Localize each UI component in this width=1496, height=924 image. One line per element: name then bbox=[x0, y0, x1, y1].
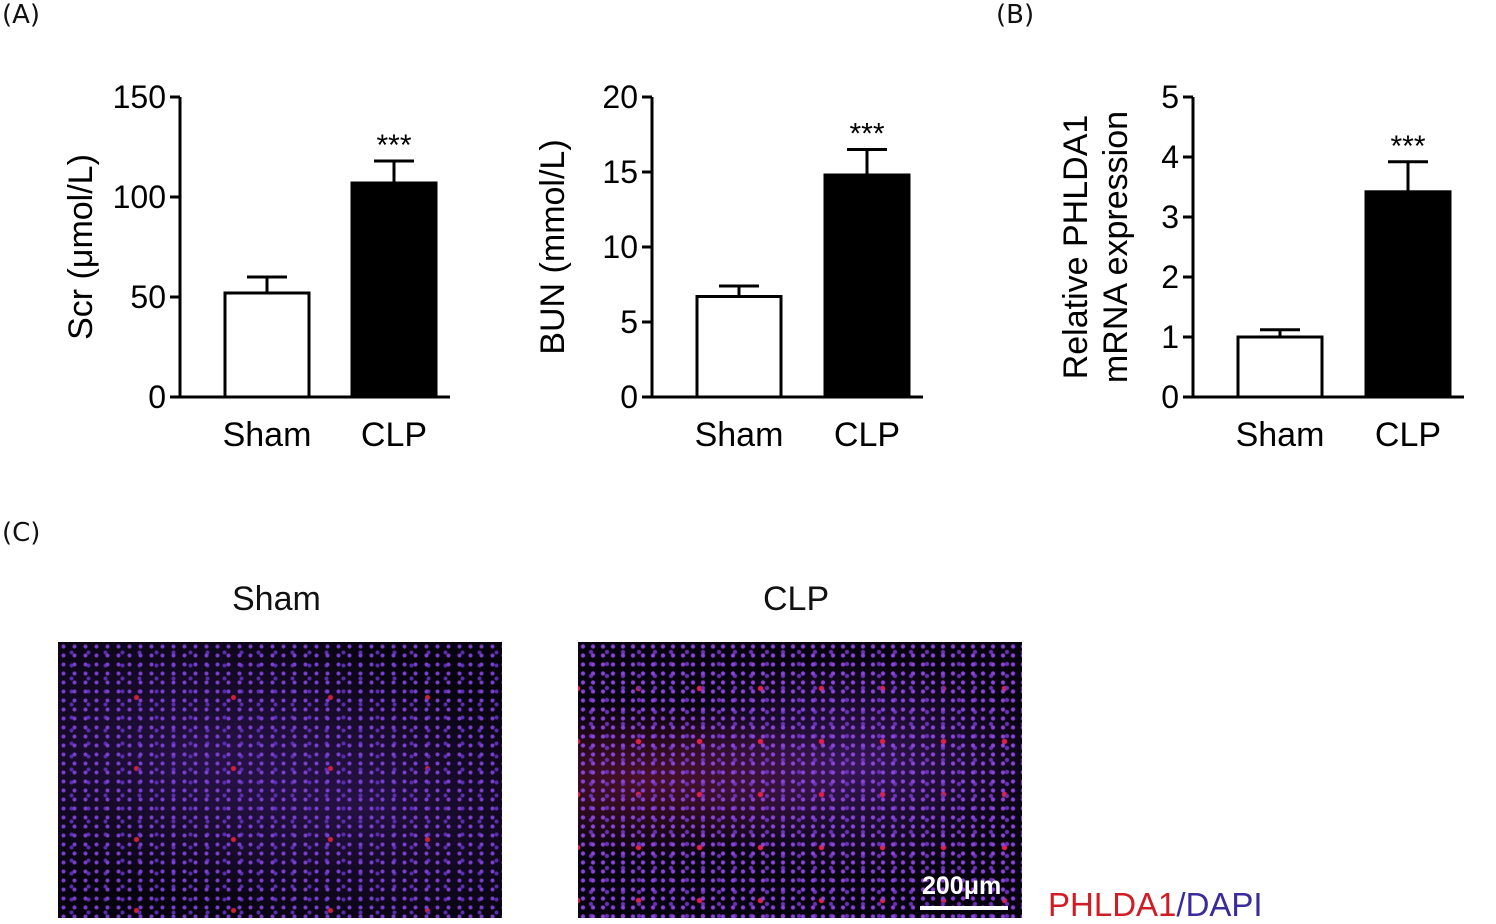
scale-bar bbox=[920, 906, 1008, 910]
stain-legend: PHLDA1/DAPI bbox=[1048, 886, 1263, 924]
y-tick-label: 15 bbox=[602, 154, 638, 190]
bar-clp bbox=[350, 181, 438, 399]
y-tick-label: 150 bbox=[113, 79, 166, 115]
y-tick-label: 4 bbox=[1161, 139, 1179, 175]
panel-label-b: (B) bbox=[996, 0, 1035, 30]
y-axis-label: Scr (μmol/L) bbox=[62, 154, 100, 340]
y-tick-label: 0 bbox=[1161, 379, 1179, 415]
bar-sham bbox=[223, 291, 311, 399]
bar-sham bbox=[1236, 335, 1324, 399]
significance-label: *** bbox=[376, 129, 411, 162]
y-tick-label: 2 bbox=[1161, 259, 1179, 295]
image-title-clp: CLP bbox=[763, 580, 830, 618]
y-tick-label: 0 bbox=[620, 379, 638, 415]
x-tick-label: CLP bbox=[361, 416, 427, 454]
micrograph-clp bbox=[578, 642, 1022, 918]
y-tick-label: 5 bbox=[620, 304, 638, 340]
y-tick-label: 20 bbox=[602, 79, 638, 115]
x-tick-label: CLP bbox=[1375, 416, 1441, 454]
y-tick-label: 50 bbox=[130, 279, 166, 315]
legend-sep: / bbox=[1176, 886, 1186, 923]
micrograph-sham bbox=[58, 642, 502, 918]
scale-bar-label: 200μm bbox=[922, 872, 1002, 900]
legend-dapi: DAPI bbox=[1185, 886, 1263, 923]
panel-label-a: (A) bbox=[2, 0, 41, 30]
panel-label-c: (C) bbox=[2, 518, 41, 548]
legend-phlda1: PHLDA1 bbox=[1048, 886, 1177, 923]
x-tick-label: Sham bbox=[695, 416, 784, 454]
y-axis-label: BUN (mmol/L) bbox=[534, 139, 572, 354]
bar-clp bbox=[1364, 190, 1452, 399]
image-title-sham: Sham bbox=[232, 580, 321, 618]
significance-label: *** bbox=[1390, 130, 1425, 163]
bar-clp bbox=[823, 173, 911, 399]
y-tick-label: 0 bbox=[148, 379, 166, 415]
y-tick-label: 5 bbox=[1161, 79, 1179, 115]
y-tick-label: 1 bbox=[1161, 319, 1179, 355]
x-tick-label: CLP bbox=[834, 416, 900, 454]
x-tick-label: Sham bbox=[223, 416, 312, 454]
x-tick-label: Sham bbox=[1236, 416, 1325, 454]
y-tick-label: 10 bbox=[602, 229, 638, 265]
y-tick-label: 3 bbox=[1161, 199, 1179, 235]
bar-sham bbox=[695, 295, 783, 399]
y-axis-label: Relative PHLDA1 bbox=[1057, 115, 1095, 380]
y-tick-label: 100 bbox=[113, 179, 166, 215]
significance-label: *** bbox=[849, 118, 884, 151]
y-axis-label: mRNA expression bbox=[1097, 111, 1135, 383]
